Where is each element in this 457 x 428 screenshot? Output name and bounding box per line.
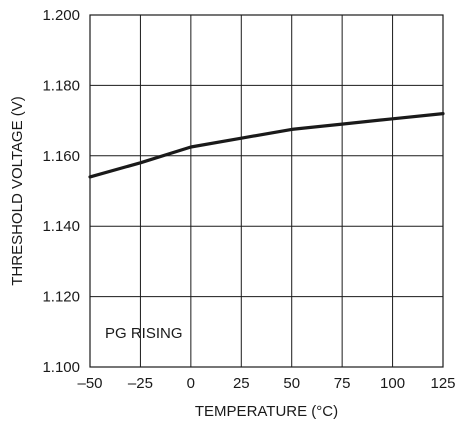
- series-layer: [88, 111, 445, 179]
- x-tick-label: 100: [380, 375, 405, 392]
- series-line: [88, 111, 445, 179]
- grid: [90, 15, 443, 367]
- y-tick-label: 1.160: [42, 148, 80, 165]
- x-axis-title: TEMPERATURE (°C): [195, 403, 338, 420]
- y-tick-label: 1.120: [42, 289, 80, 306]
- y-axis-title: THRESHOLD VOLTAGE (V): [9, 96, 26, 285]
- x-tick-label: –25: [128, 375, 153, 392]
- x-axis-ticks: –50 –25 0 25 50 75 100 125: [77, 375, 455, 392]
- y-tick-label: 1.100: [42, 359, 80, 376]
- y-tick-label: 1.180: [42, 77, 80, 94]
- plot-frame: [89, 14, 444, 368]
- x-tick-label: 50: [283, 375, 300, 392]
- x-tick-label: 0: [187, 375, 195, 392]
- x-tick-label: 25: [233, 375, 250, 392]
- y-tick-label: 1.200: [42, 7, 80, 24]
- x-tick-label: –50: [77, 375, 102, 392]
- x-tick-label: 125: [430, 375, 455, 392]
- x-tick-label: 75: [334, 375, 351, 392]
- y-tick-label: 1.140: [42, 218, 80, 235]
- y-axis-ticks: 1.100 1.120 1.140 1.160 1.180 1.200: [42, 7, 80, 376]
- annotation-pg-rising: PG RISING: [105, 325, 183, 342]
